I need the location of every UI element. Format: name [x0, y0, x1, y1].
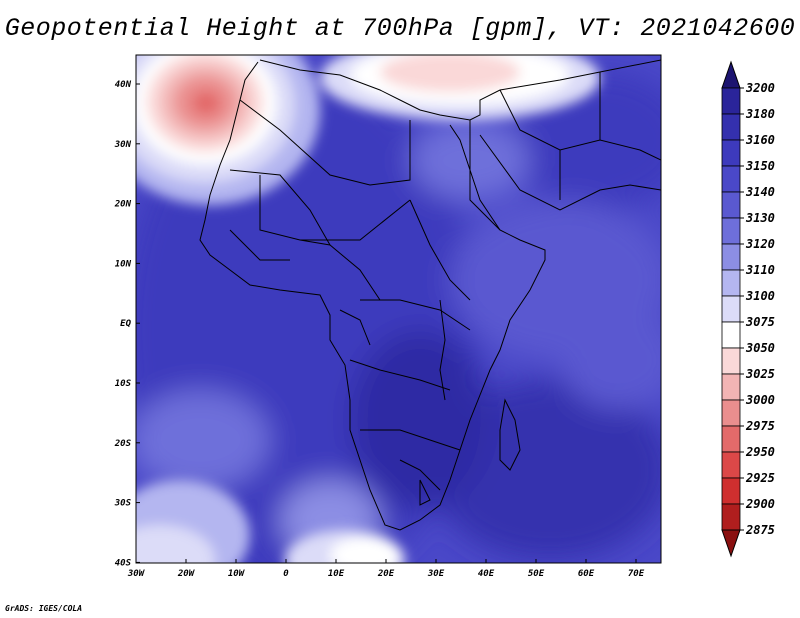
- credit-text: GrADS: IGES/COLA: [5, 604, 83, 613]
- colorbar-swatch: [721, 321, 741, 349]
- colorbar-label: 3050: [745, 341, 775, 355]
- lon-tick-label: 30E: [427, 569, 445, 579]
- lon-tick-label: 40E: [478, 569, 495, 579]
- lon-tick-label: 70E: [628, 569, 645, 579]
- lat-tick-label: 10S: [115, 379, 132, 389]
- colorbar-label: 2925: [745, 471, 775, 485]
- colorbar-swatch: [721, 295, 741, 323]
- colorbar-swatch: [721, 399, 741, 427]
- colorbar-swatch: [721, 243, 741, 271]
- lon-tick-label: 0: [283, 569, 289, 579]
- colorbar-swatch: [721, 87, 741, 115]
- colorbar-label: 3160: [745, 133, 775, 147]
- colorbar-label: 3180: [745, 107, 775, 121]
- colorbar: 3200 3180 3160 3150 3140 3130 3120 3110 3100 3075…: [721, 60, 775, 558]
- colorbar-label: 3100: [745, 289, 775, 303]
- colorbar-swatch: [721, 191, 741, 219]
- colorbar-swatch: [721, 451, 741, 479]
- colorbar-swatch: [721, 347, 741, 375]
- colorbar-swatch: [721, 165, 741, 193]
- lon-tick-label: 10W: [228, 569, 246, 579]
- lon-tick-label: 30W: [127, 569, 146, 579]
- colorbar-swatch: [721, 425, 741, 453]
- colorbar-swatch: [721, 139, 741, 167]
- colorbar-swatch: [721, 113, 741, 141]
- colorbar-label: 2950: [745, 445, 775, 459]
- colorbar-label: 3000: [745, 393, 775, 407]
- colorbar-swatch: [721, 217, 741, 245]
- colorbar-bottom-arrow: [721, 529, 741, 558]
- lat-tick-label: 40S: [115, 558, 132, 568]
- colorbar-label: 2875: [745, 523, 775, 537]
- lat-tick-label: 10N: [115, 259, 132, 269]
- lat-tick-label: 30N: [114, 140, 132, 150]
- colorbar-label: 3110: [745, 263, 775, 277]
- latitude-ticks: 40N 30N 20N 10N EQ 10S 20S 30S 40S: [114, 80, 140, 568]
- lon-tick-label: 50E: [528, 569, 545, 579]
- longitude-ticks: 30W 20W 10W 0 10E 20E 30E 40E 50E 60E 70E: [127, 559, 645, 579]
- colorbar-label: 3140: [745, 185, 775, 199]
- colorbar-label: 3075: [745, 315, 775, 329]
- chart-title: Geopotential Height at 700hPa [gpm], VT:…: [4, 14, 796, 43]
- colorbar-swatch: [721, 373, 741, 401]
- lon-tick-label: 10E: [328, 569, 345, 579]
- colorbar-label: 3150: [745, 159, 775, 173]
- lat-tick-label: 20N: [114, 200, 132, 210]
- colorbar-top-arrow: [721, 60, 741, 89]
- colorbar-label: 2900: [745, 497, 775, 511]
- lat-tick-label: EQ: [120, 319, 131, 329]
- colorbar-label: 2975: [745, 419, 775, 433]
- map-frame: [135, 54, 662, 564]
- lat-tick-label: 40N: [115, 80, 132, 90]
- lon-tick-label: 20W: [177, 569, 196, 579]
- colorbar-label: 3200: [745, 81, 775, 95]
- height-field: [136, 55, 661, 563]
- colorbar-swatch: [721, 503, 741, 531]
- colorbar-swatch: [721, 477, 741, 505]
- colorbar-swatch: [721, 269, 741, 297]
- country-borders: [199, 59, 661, 531]
- colorbar-label: 3130: [745, 211, 775, 225]
- lat-tick-label: 20S: [114, 439, 132, 449]
- lon-tick-label: 60E: [578, 569, 595, 579]
- colorbar-label: 3025: [745, 367, 775, 381]
- lon-tick-label: 20E: [377, 569, 395, 579]
- colorbar-label: 3120: [745, 237, 775, 251]
- lat-tick-label: 30S: [114, 499, 132, 509]
